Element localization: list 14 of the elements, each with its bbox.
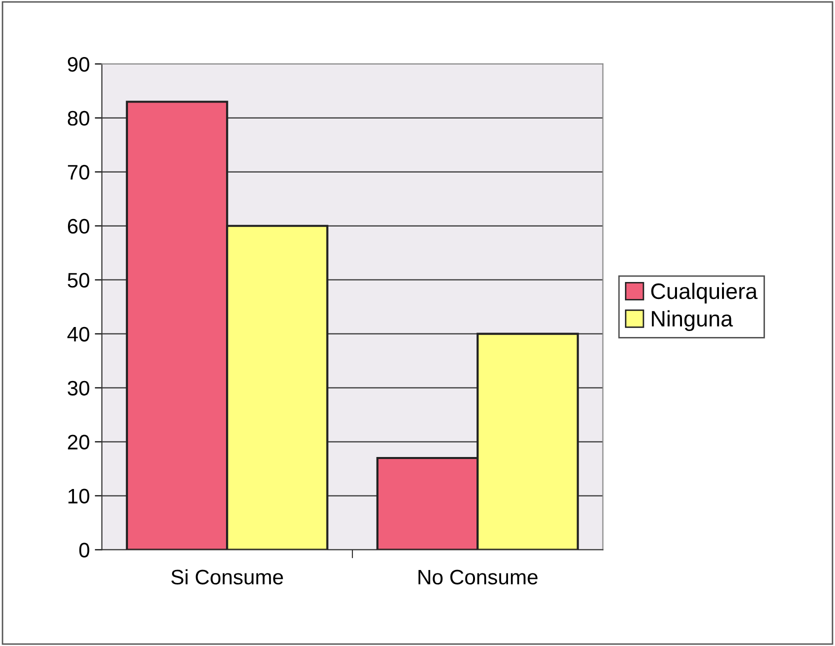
legend-label: Cualquiera [651,282,758,304]
y-tick-label: 10 [68,488,90,504]
legend-label: Ninguna [652,310,733,332]
y-tick-label: 90 [68,56,90,72]
y-tick-label: 60 [68,218,90,234]
y-tick-label: 80 [68,110,90,126]
y-tick-label: 40 [67,326,90,342]
y-tick-label: 20 [68,434,90,450]
y-tick-label: 50 [68,272,90,288]
x-tick-label: Si Consume [171,569,283,584]
x-tick-label: No Consume [418,570,538,584]
y-tick-label: 0 [79,542,90,558]
y-tick-label: 30 [68,380,90,396]
y-tick-label: 70 [68,164,90,180]
